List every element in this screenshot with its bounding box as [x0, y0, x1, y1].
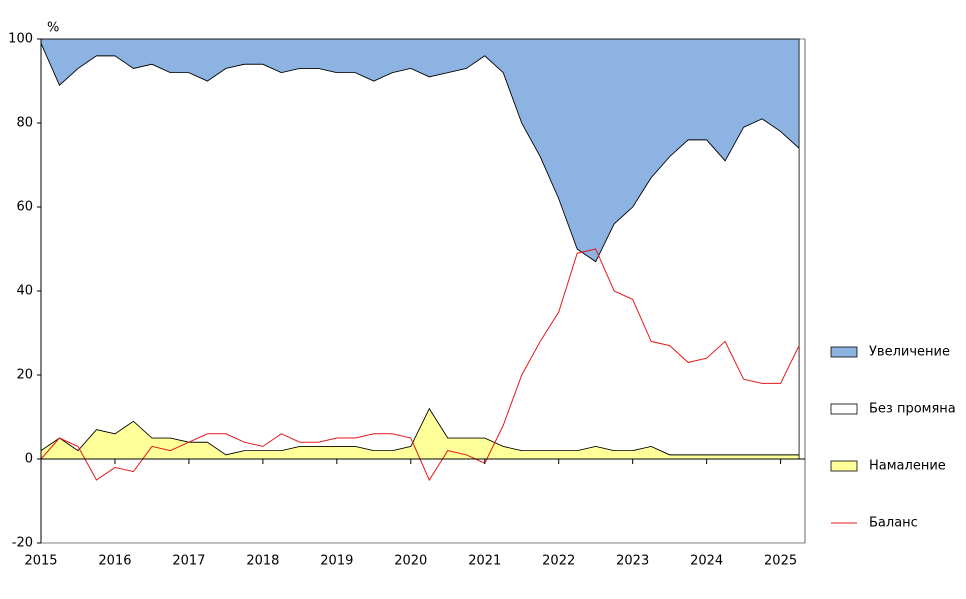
y-unit-label: %	[47, 21, 59, 36]
x-tick-label: 2024	[690, 554, 723, 569]
x-tick-label: 2022	[542, 554, 575, 569]
x-tick-label: 2018	[246, 554, 279, 569]
legend-label: Увеличение	[869, 345, 950, 360]
x-tick-label: 2017	[172, 554, 205, 569]
x-tick-label: 2025	[764, 554, 797, 569]
legend-swatch	[830, 460, 858, 472]
legend-swatch	[830, 346, 858, 358]
y-tick-label: 80	[16, 116, 33, 131]
x-tick-label: 2020	[394, 554, 427, 569]
x-tick-label: 2019	[320, 554, 353, 569]
legend-swatch	[830, 403, 858, 415]
y-tick-label: 60	[16, 200, 33, 215]
y-tick-label: -20	[12, 536, 33, 551]
x-tick-label: 2015	[24, 554, 57, 569]
x-tick-label: 2016	[98, 554, 131, 569]
y-tick-label: 20	[16, 368, 33, 383]
y-tick-label: 0	[25, 452, 33, 467]
legend-label: Без промяна	[869, 402, 956, 417]
x-tick-label: 2023	[616, 554, 649, 569]
legend-label: Намаление	[869, 459, 946, 474]
legend-label: Баланс	[869, 516, 918, 531]
y-tick-label: 40	[16, 284, 33, 299]
y-tick-label: 100	[8, 32, 33, 47]
x-tick-label: 2021	[468, 554, 501, 569]
